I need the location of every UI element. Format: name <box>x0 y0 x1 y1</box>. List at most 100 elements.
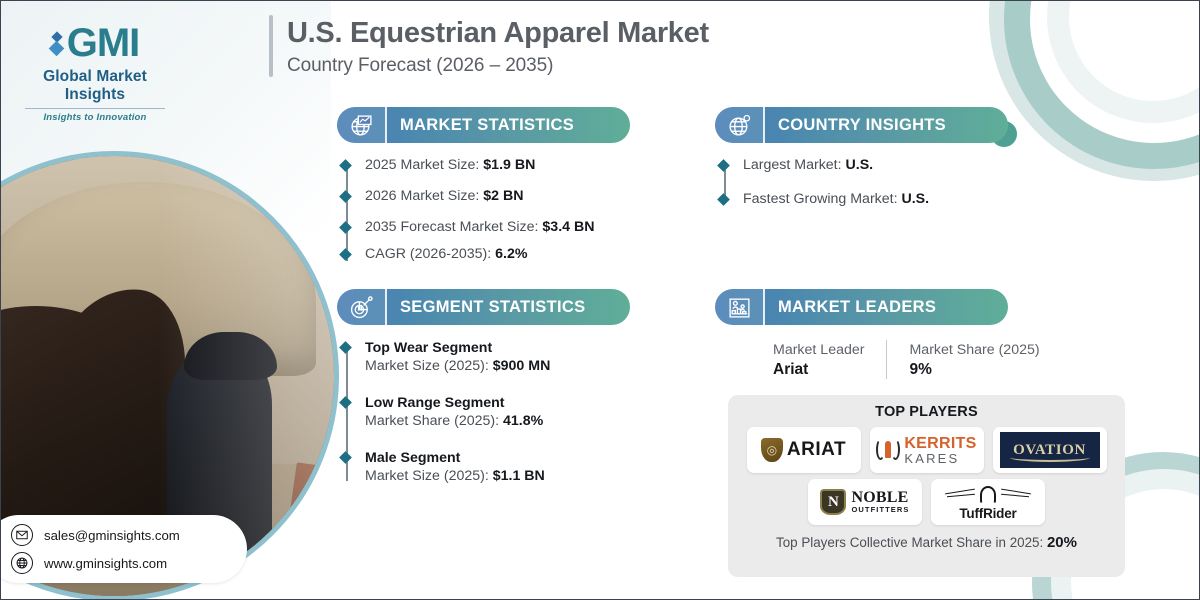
market-share-label: Market Share (2025) <box>909 342 1040 358</box>
list-item-label: CAGR (2026-2035): <box>365 246 496 263</box>
segment-statistics-header: SEGMENT STATISTICS <box>337 289 630 325</box>
list-item-title: Male Segment <box>365 449 461 466</box>
list-item-title: Top Wear Segment <box>365 340 493 356</box>
logo-initials: GMI <box>66 21 141 65</box>
market-share-value: 9% <box>909 360 932 378</box>
player-logo-kerrits[interactable]: KERRITS KARES <box>869 427 984 473</box>
country-insights-list: Largest Market: U.S. Fastest Growing Mar… <box>715 157 1008 209</box>
kerrits-wreath-icon <box>876 437 901 463</box>
top-players-title: TOP PLAYERS <box>875 404 978 420</box>
market-leader-cell: Market Leader Ariat <box>773 340 886 379</box>
list-item: Fastest Growing Market: U.S. <box>717 190 1008 209</box>
list-item: Male Segment Market Size (2025): $1.1 BN <box>339 449 630 486</box>
bullet-diamond-icon <box>717 159 730 172</box>
title-accent-bar <box>269 15 273 78</box>
timeline-line <box>724 163 726 201</box>
tuffrider-winged-horseshoe-icon <box>945 484 1031 506</box>
player-logo-ariat[interactable]: ◎ ARIAT <box>746 427 861 473</box>
bullet-diamond-icon <box>339 396 352 409</box>
player-logo-label: TuffRider <box>959 505 1017 521</box>
list-item-label: 2026 Market Size: <box>365 187 484 204</box>
top-players-footer-label: Top Players Collective Market Share in 2… <box>776 535 1047 550</box>
list-item-label: 2035 Forecast Market Size: <box>365 218 543 235</box>
list-item-value: $900 MN <box>492 358 551 375</box>
market-leaders-label: MARKET LEADERS <box>778 297 937 316</box>
player-logo-label: ARIAT <box>786 439 847 460</box>
contact-website: www.gminsights.com <box>44 555 168 571</box>
market-leader-label: Market Leader <box>773 342 865 358</box>
list-item-value: 41.8% <box>503 413 544 430</box>
globe-icon <box>11 552 33 574</box>
list-item-label: Fastest Growing Market: <box>743 190 902 207</box>
list-item-title: Low Range Segment <box>365 394 505 411</box>
top-players-footer-value: 20% <box>1046 534 1077 551</box>
logo-tagline: Insights to Innovation <box>43 112 147 123</box>
section-segment-statistics: SEGMENT STATISTICS Top Wear Segment Mark… <box>337 289 630 486</box>
bullet-diamond-icon <box>339 341 352 354</box>
player-logo-ovation[interactable]: OVATION <box>992 427 1107 473</box>
section-market-statistics: MARKET STATISTICS 2025 Market Size: $1.9… <box>337 107 630 264</box>
country-insights-header: COUNTRY INSIGHTS <box>715 107 1008 143</box>
list-item-value: $1.9 BN <box>483 157 536 173</box>
list-item: 2025 Market Size: $1.9 BN <box>339 157 630 175</box>
contact-bar: sales@gminsights.com www.gminsights.com <box>1 515 247 583</box>
player-logo-label: NOBLE <box>851 488 909 506</box>
section-country-insights: COUNTRY INSIGHTS Largest Market: U.S. Fa… <box>715 107 1008 209</box>
gmi-logo: GMI Global Market Insights Insights to I… <box>15 23 175 123</box>
bullet-diamond-icon <box>339 450 352 464</box>
list-item-value: 6.2% <box>495 246 528 263</box>
market-leader-value: Ariat <box>773 360 809 378</box>
list-item-label: Largest Market: <box>743 157 846 173</box>
page-title: U.S. Equestrian Apparel Market <box>287 17 709 49</box>
bullet-diamond-icon <box>339 189 352 203</box>
page-title-block: U.S. Equestrian Apparel Market Country F… <box>269 15 709 78</box>
pie-chart-target-icon <box>337 289 387 325</box>
timeline-line <box>346 345 348 481</box>
market-leaders-values: Market Leader Ariat Market Share (2025) … <box>715 340 1040 379</box>
segment-statistics-list: Top Wear Segment Market Size (2025): $90… <box>337 339 630 486</box>
list-item: Largest Market: U.S. <box>717 157 1008 175</box>
bullet-diamond-icon <box>339 220 352 234</box>
page-subtitle: Country Forecast (2026 – 2035) <box>287 55 554 77</box>
list-item-value: U.S. <box>845 157 874 173</box>
noble-badge-icon: N <box>820 489 847 515</box>
player-logo-sublabel: OUTFITTERS <box>851 505 910 515</box>
country-insights-label: COUNTRY INSIGHTS <box>778 115 946 134</box>
player-logo-noble-outfitters[interactable]: N NOBLE OUTFITTERS <box>808 479 922 525</box>
player-logo-tuffrider[interactable]: TuffRider <box>931 479 1045 525</box>
top-players-row-1: ◎ ARIAT KERRITS KARES OVATION <box>740 427 1113 473</box>
top-players-row-2: N NOBLE OUTFITTERS TuffRi <box>740 479 1113 525</box>
list-item-value: U.S. <box>901 190 930 207</box>
list-item-label: Market Size (2025): <box>365 358 493 375</box>
player-logo-label: KERRITS <box>904 434 977 452</box>
market-share-cell: Market Share (2025) 9% <box>886 340 1040 379</box>
bullet-diamond-icon <box>717 192 730 206</box>
list-item-label: Market Share (2025): <box>365 413 503 430</box>
market-leaders-header: MARKET LEADERS <box>715 289 1008 325</box>
envelope-icon <box>11 524 33 546</box>
ovation-swoosh-icon <box>1009 453 1090 462</box>
top-players-footer: Top Players Collective Market Share in 2… <box>740 534 1113 551</box>
bullet-diamond-icon <box>339 248 352 262</box>
list-item-label: Market Size (2025): <box>365 468 493 485</box>
list-item: Low Range Segment Market Share (2025): 4… <box>339 394 630 431</box>
podium-icon <box>715 289 765 325</box>
list-item-label: 2025 Market Size: <box>365 157 484 173</box>
section-market-leaders: MARKET LEADERS Market Leader Ariat Marke… <box>715 289 1040 379</box>
contact-website-row[interactable]: www.gminsights.com <box>11 552 247 574</box>
segment-statistics-label: SEGMENT STATISTICS <box>400 297 586 316</box>
timeline-line <box>346 163 348 261</box>
list-item: Top Wear Segment Market Size (2025): $90… <box>339 339 630 376</box>
list-item-value: $1.1 BN <box>492 468 545 485</box>
top-players-panel: TOP PLAYERS ◎ ARIAT KERRITS KARES <box>728 395 1125 577</box>
list-item-value: $3.4 BN <box>542 218 595 235</box>
ariat-shield-icon: ◎ <box>760 438 783 462</box>
market-statistics-header: MARKET STATISTICS <box>337 107 630 143</box>
market-statistics-list: 2025 Market Size: $1.9 BN 2026 Market Si… <box>337 157 630 264</box>
logo-diamond-icon <box>48 30 64 56</box>
logo-divider <box>25 108 165 109</box>
globe-pin-icon <box>715 107 765 143</box>
contact-email: sales@gminsights.com <box>44 527 180 543</box>
contact-email-row[interactable]: sales@gminsights.com <box>11 524 247 546</box>
